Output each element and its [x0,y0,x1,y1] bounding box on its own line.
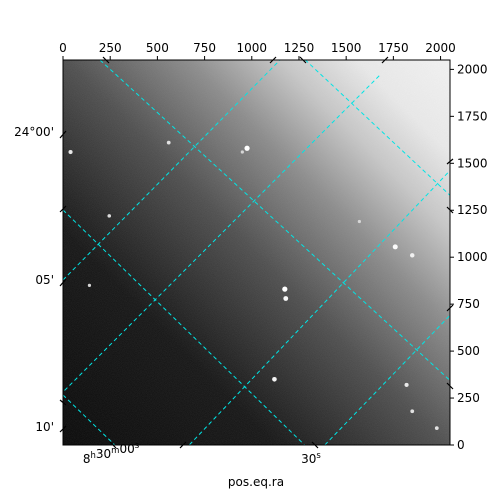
star-10 [410,409,415,414]
star-4 [410,253,415,258]
plot-area [62,59,451,446]
grid-line-ra-3 [188,169,450,445]
star-5 [68,149,73,155]
x-tick-label-6: 1500 [331,41,362,55]
y-tick-label-3: 750 [457,297,480,311]
coordinate-grid [63,60,450,445]
x-tick-label-8: 2000 [425,41,456,55]
image-noise [63,60,450,445]
star-8 [272,376,277,382]
y-tick-label-2: 500 [457,344,480,358]
star-6 [166,140,171,145]
dec-tick-label-3: 10' [35,420,54,434]
ra-tick-label-2: 30s [301,451,321,466]
star-1 [392,244,398,250]
star-13 [87,283,92,287]
star-9 [404,382,409,387]
y-tick-label-1: 250 [457,391,480,405]
world-ticks [59,56,454,449]
grid-line-ra-1 [63,74,381,393]
star-14 [357,219,361,224]
star-2 [282,286,288,292]
x-tick-label-1: 250 [99,41,122,55]
grid-line-dec-2 [63,394,116,445]
grid-line-dec-1 [63,209,306,445]
grid-line-ra-4 [324,314,450,445]
x-tick-label-4: 1000 [237,41,268,55]
x-tick-label-2: 500 [146,41,169,55]
star-12 [240,150,244,154]
y-tick-label-7: 1750 [457,109,488,123]
ra-tick-label-1: 8h30m00s [83,441,140,466]
star-11 [434,426,439,430]
plot-frame [62,59,451,446]
x-axis-top: 0 250 500 750 1000 1250 1500 1750 2000 [59,41,456,60]
y-tick-label-0: 0 [457,438,465,452]
star-0 [244,145,250,151]
y-tick-label-8: 2000 [457,62,488,76]
grid-line-ra-2 [63,60,281,281]
x-tick-label-5: 1250 [284,41,315,55]
y-axis-right: 0 250 500 750 1000 1250 1500 1750 2000 [450,62,488,452]
grid-line-dec-3 [99,60,450,382]
stars [68,140,439,430]
star-7 [107,214,112,218]
x-axis-label: pos.eq.ra [228,475,284,489]
dec-tick-label-1: 24°00' [14,125,54,139]
x-tick-label-0: 0 [59,41,67,55]
x-tick-label-3: 750 [193,41,216,55]
star-3 [283,296,289,301]
y-tick-label-6: 1500 [457,156,488,170]
grid-line-dec-4 [304,60,450,197]
x-tick-label-7: 1750 [378,41,409,55]
dec-tick-label-2: 05' [35,273,54,287]
y-tick-label-4: 1000 [457,250,488,264]
y-tick-label-5: 1250 [457,203,488,217]
